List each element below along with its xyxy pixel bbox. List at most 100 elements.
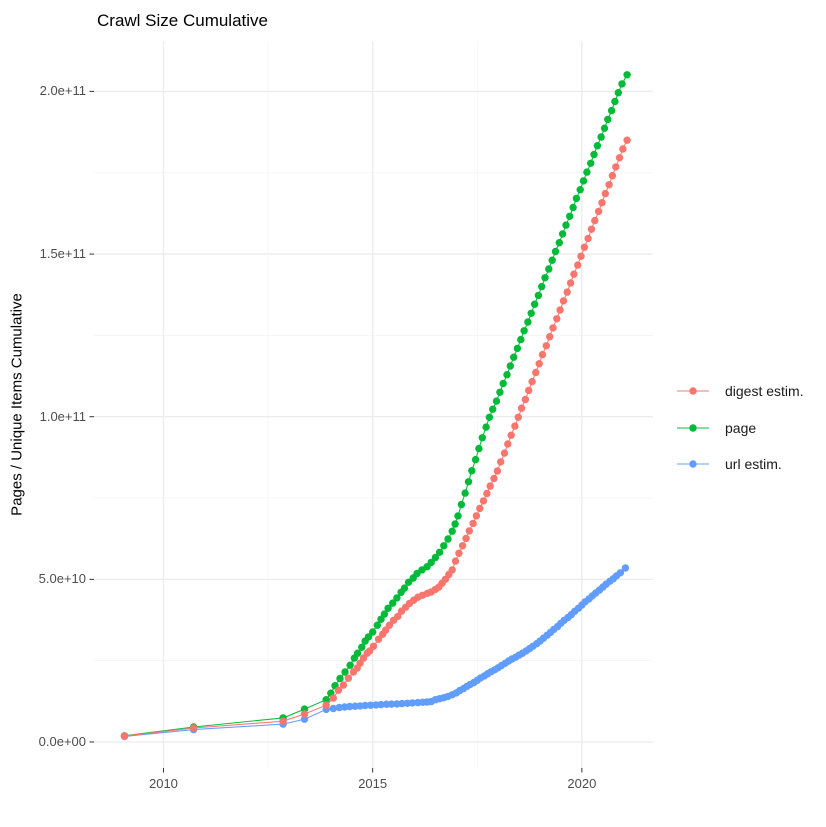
- data-point-page: [358, 643, 366, 651]
- data-point-page: [457, 500, 466, 509]
- data-point-digest-estim: [559, 297, 568, 305]
- data-point-page: [431, 553, 440, 562]
- data-point-page: [454, 512, 462, 520]
- data-point-page: [393, 594, 401, 602]
- data-point-digest-estim: [598, 199, 606, 207]
- data-point-digest-estim: [507, 431, 515, 439]
- data-point-page: [503, 371, 511, 379]
- data-point-digest-estim: [528, 377, 536, 386]
- data-point-page: [464, 478, 473, 486]
- legend-label-digest-estim: digest estim.: [725, 383, 804, 399]
- data-point-page: [475, 444, 483, 453]
- data-point-page: [346, 661, 354, 669]
- data-point-page: [471, 455, 480, 464]
- data-point-url-estim: [387, 700, 396, 708]
- data-point-digest-estim: [334, 686, 343, 694]
- data-point-digest-estim: [514, 413, 522, 421]
- legend-key-point: [689, 387, 697, 395]
- data-point-page: [569, 203, 577, 212]
- data-point-digest-estim: [504, 440, 512, 448]
- data-point-digest-estim: [369, 642, 378, 650]
- data-point-url-estim: [361, 701, 369, 710]
- legend-key-point: [689, 460, 697, 468]
- data-point-page: [555, 239, 563, 247]
- data-point-digest-estim: [394, 612, 402, 621]
- data-point-page: [389, 599, 397, 607]
- series-digest-estim: [120, 136, 631, 740]
- data-point-digest-estim: [279, 717, 287, 725]
- data-point-digest-estim: [455, 549, 463, 557]
- data-point-page: [384, 604, 392, 612]
- data-point-page: [444, 535, 452, 543]
- y-tick-label: 2.0e+11: [39, 83, 86, 99]
- data-point-digest-estim: [542, 342, 550, 350]
- data-point-digest-estim: [532, 368, 540, 377]
- data-point-digest-estim: [594, 207, 603, 216]
- data-point-page: [558, 230, 567, 238]
- data-point-page: [427, 558, 435, 567]
- data-point-digest-estim: [580, 243, 589, 251]
- series-url-estim: [120, 564, 630, 741]
- data-point-page: [572, 194, 581, 203]
- legend-key-digest-estim: [677, 387, 709, 395]
- y-tick-label: 5.0e+10: [38, 571, 86, 587]
- data-point-digest-estim: [476, 504, 484, 513]
- data-point-page: [587, 159, 595, 167]
- data-point-digest-estim: [497, 458, 505, 466]
- data-point-page: [538, 282, 546, 291]
- data-point-url-estim: [621, 564, 630, 572]
- data-point-digest-estim: [525, 386, 533, 395]
- data-point-page: [373, 621, 381, 629]
- data-point-digest-estim: [553, 315, 561, 323]
- data-point-digest-estim: [344, 674, 353, 682]
- data-point-page: [566, 212, 574, 220]
- legend: digest estim. page url estim.: [675, 379, 804, 476]
- x-tick-label: 2015: [358, 776, 388, 791]
- data-point-page: [400, 584, 409, 592]
- y-tick-label: 0.0e+00: [38, 733, 86, 749]
- data-point-digest-estim: [448, 566, 456, 574]
- data-point-digest-estim: [374, 635, 383, 643]
- legend-label-url-estim: url estim.: [725, 456, 782, 472]
- data-point-page: [604, 115, 612, 124]
- gridlines-minor: [94, 41, 653, 768]
- data-point-page: [485, 413, 494, 421]
- data-point-page: [576, 186, 584, 194]
- data-point-digest-estim: [556, 306, 564, 314]
- data-point-digest-estim: [511, 422, 519, 430]
- data-point-page: [513, 344, 522, 353]
- data-point-digest-estim: [329, 694, 337, 702]
- series-page: [120, 71, 631, 740]
- data-point-digest-estim: [587, 225, 596, 233]
- data-point-page: [364, 633, 373, 641]
- x-tick-label: 2020: [567, 776, 597, 791]
- data-point-page: [618, 80, 626, 88]
- data-point-digest-estim: [479, 497, 488, 505]
- y-axis-title: Pages / Unique Items Cumulative: [8, 293, 26, 516]
- data-point-page: [353, 649, 362, 657]
- data-point-page: [517, 335, 525, 344]
- data-point-page: [583, 168, 591, 176]
- data-point-digest-estim: [584, 234, 592, 243]
- data-point-page: [440, 542, 448, 550]
- axis-ticks: [89, 90, 583, 773]
- x-tick-label: 2010: [148, 776, 178, 791]
- y-tick-label: 1.5e+11: [39, 246, 86, 262]
- data-point-page: [336, 674, 344, 683]
- data-point-page: [530, 300, 539, 308]
- legend-key-page: [677, 423, 709, 432]
- data-point-page: [524, 318, 532, 326]
- data-point-digest-estim: [535, 360, 543, 368]
- data-point-digest-estim: [462, 534, 470, 543]
- legend-label-page: page: [725, 419, 757, 436]
- data-point-digest-estim: [493, 467, 502, 475]
- data-point-digest-estim: [490, 474, 498, 483]
- data-point-url-estim: [408, 699, 417, 707]
- data-point-digest-estim: [472, 512, 481, 520]
- data-point-url-estim: [335, 703, 343, 712]
- data-point-digest-estim: [521, 395, 530, 404]
- data-point-digest-estim: [517, 404, 526, 412]
- data-point-digest-estim: [623, 136, 631, 144]
